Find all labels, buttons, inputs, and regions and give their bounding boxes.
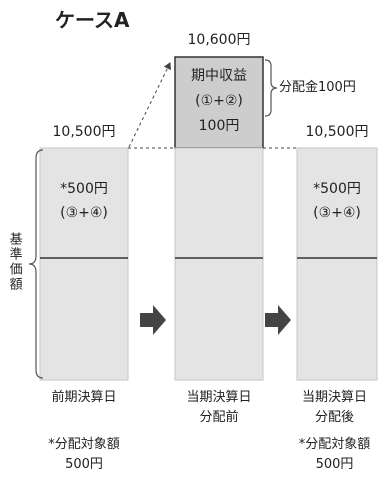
previous-value-label: 10,500円 (52, 124, 116, 140)
before-date-sublabel: 分配前 (199, 410, 239, 425)
previous-upper-amount: *500円 (60, 181, 108, 197)
previous-date-label: 前期決算日 (51, 390, 117, 405)
previous-note-amount: 500円 (65, 457, 103, 472)
income-box-formula: (①+②) (195, 93, 243, 109)
arrow-right-icon (265, 305, 291, 335)
after-value-label: 10,500円 (305, 124, 369, 140)
diagram-title: ケースA (55, 8, 130, 32)
arrow-right-icon (140, 305, 166, 335)
after-upper-formula: (③+④) (313, 205, 361, 221)
income-box-amount: 100円 (198, 118, 240, 134)
after-nav-box (296, 147, 378, 381)
nav-label: 基準価額 (6, 232, 22, 292)
distribution-brace (264, 59, 278, 117)
after-note-amount: 500円 (315, 457, 354, 472)
previous-nav-box (39, 147, 129, 381)
distribution-label: 分配金100円 (279, 80, 356, 95)
dashed-growth-arrow (128, 62, 171, 148)
income-box (174, 56, 264, 149)
after-date-sublabel: 分配後 (314, 410, 354, 425)
before-date-label: 当期決算日 (186, 390, 252, 405)
before-value-label: 10,600円 (187, 32, 251, 48)
previous-upper-formula: (③+④) (60, 205, 108, 221)
after-note-title: *分配対象額 (298, 437, 371, 452)
after-date-label: 当期決算日 (301, 390, 367, 405)
income-box-title: 期中収益 (191, 68, 247, 84)
before-nav-box (174, 147, 264, 381)
previous-note-title: *分配対象額 (48, 437, 120, 452)
after-upper-amount: *500円 (313, 181, 361, 197)
nav-brace (28, 149, 44, 379)
